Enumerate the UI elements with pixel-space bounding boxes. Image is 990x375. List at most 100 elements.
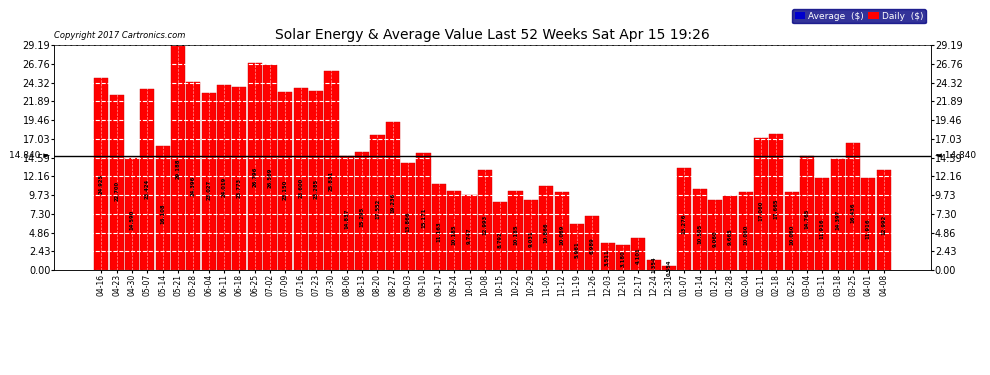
- Bar: [462, 195, 476, 270]
- Text: 1.354: 1.354: [651, 256, 656, 273]
- Bar: [263, 65, 277, 270]
- Bar: [233, 87, 247, 270]
- Text: 13.866: 13.866: [406, 211, 411, 232]
- Bar: [816, 178, 830, 270]
- Bar: [831, 159, 844, 270]
- Bar: [340, 156, 353, 270]
- Bar: [417, 153, 431, 270]
- Bar: [754, 138, 768, 270]
- Text: 24.019: 24.019: [222, 177, 227, 197]
- Text: 10.505: 10.505: [697, 224, 702, 244]
- Bar: [616, 246, 630, 270]
- Bar: [478, 170, 492, 270]
- Bar: [125, 158, 139, 270]
- Title: Solar Energy & Average Value Last 52 Weeks Sat Apr 15 19:26: Solar Energy & Average Value Last 52 Wee…: [275, 28, 710, 42]
- Text: 9.665: 9.665: [728, 228, 733, 245]
- Text: 3.180: 3.180: [621, 251, 626, 267]
- Text: 14.397: 14.397: [836, 210, 841, 230]
- Text: 8.792: 8.792: [498, 231, 503, 248]
- Text: 16.108: 16.108: [160, 204, 165, 225]
- Bar: [724, 195, 738, 270]
- Text: 25.831: 25.831: [329, 170, 334, 190]
- Text: 24.396: 24.396: [191, 175, 196, 195]
- Bar: [325, 71, 339, 270]
- Text: 12.992: 12.992: [881, 215, 886, 235]
- Text: 22.700: 22.700: [114, 181, 119, 201]
- Bar: [141, 90, 154, 270]
- Text: 17.665: 17.665: [774, 198, 779, 219]
- Text: Copyright 2017 Cartronics.com: Copyright 2017 Cartronics.com: [54, 32, 186, 40]
- Bar: [248, 63, 261, 270]
- Bar: [769, 134, 783, 270]
- Bar: [447, 192, 461, 270]
- Bar: [693, 189, 707, 270]
- Text: 9.747: 9.747: [467, 228, 472, 244]
- Bar: [739, 192, 752, 270]
- Bar: [632, 238, 645, 270]
- Bar: [554, 192, 568, 270]
- Text: 5.961: 5.961: [574, 241, 579, 258]
- Bar: [493, 202, 507, 270]
- Bar: [540, 186, 553, 270]
- Text: 11.163: 11.163: [437, 221, 442, 242]
- Bar: [386, 122, 400, 270]
- Text: 10.185: 10.185: [451, 224, 456, 245]
- Bar: [370, 135, 384, 270]
- Bar: [309, 90, 323, 270]
- Text: 24.925: 24.925: [99, 174, 104, 194]
- Bar: [278, 92, 292, 270]
- Bar: [861, 178, 875, 270]
- Text: 6.989: 6.989: [590, 237, 595, 254]
- Text: 17.552: 17.552: [375, 199, 380, 219]
- Bar: [646, 260, 660, 270]
- Bar: [110, 95, 124, 270]
- Text: 14.590: 14.590: [130, 209, 135, 230]
- Bar: [585, 216, 599, 270]
- Bar: [601, 243, 615, 270]
- Text: 9.060: 9.060: [713, 230, 718, 247]
- Bar: [217, 85, 231, 270]
- Text: 10.185: 10.185: [513, 224, 518, 245]
- Bar: [877, 170, 891, 270]
- Text: 14.840 ►: 14.840 ►: [9, 151, 50, 160]
- Text: 17.060: 17.060: [758, 201, 763, 221]
- Bar: [155, 146, 169, 270]
- Text: 0.554: 0.554: [666, 260, 671, 276]
- Text: 11.916: 11.916: [866, 218, 871, 239]
- Bar: [202, 93, 216, 270]
- Legend: Average  ($), Daily  ($): Average ($), Daily ($): [792, 9, 926, 23]
- Bar: [355, 152, 369, 270]
- Text: 10.069: 10.069: [559, 225, 564, 245]
- Text: 23.285: 23.285: [314, 179, 319, 200]
- Bar: [171, 45, 185, 270]
- Text: 10.866: 10.866: [544, 222, 548, 243]
- Text: 15.295: 15.295: [359, 207, 364, 227]
- Text: 23.424: 23.424: [145, 179, 149, 199]
- Bar: [401, 163, 415, 270]
- Bar: [294, 88, 308, 270]
- Bar: [800, 156, 814, 270]
- Bar: [94, 78, 108, 270]
- Bar: [785, 192, 799, 270]
- Text: 13.276: 13.276: [682, 214, 687, 234]
- Text: 19.236: 19.236: [390, 193, 395, 213]
- Text: 9.031: 9.031: [529, 230, 534, 247]
- Text: 23.027: 23.027: [206, 180, 211, 200]
- Text: 16.436: 16.436: [850, 203, 855, 223]
- Text: 12.993: 12.993: [482, 215, 487, 235]
- Bar: [186, 82, 200, 270]
- Text: 23.773: 23.773: [237, 177, 242, 198]
- Bar: [509, 192, 523, 270]
- Text: 15.171: 15.171: [421, 207, 426, 228]
- Text: 4.101: 4.101: [636, 248, 641, 264]
- Bar: [524, 200, 538, 270]
- Bar: [677, 168, 691, 270]
- Text: 26.796: 26.796: [252, 167, 257, 187]
- Text: 23.150: 23.150: [283, 180, 288, 200]
- Text: ◄ 14.840: ◄ 14.840: [935, 151, 976, 160]
- Text: 26.569: 26.569: [267, 168, 272, 188]
- Text: 10.060: 10.060: [743, 225, 748, 245]
- Bar: [708, 200, 722, 270]
- Text: 3.511: 3.511: [605, 249, 610, 266]
- Text: 29.188: 29.188: [175, 159, 180, 179]
